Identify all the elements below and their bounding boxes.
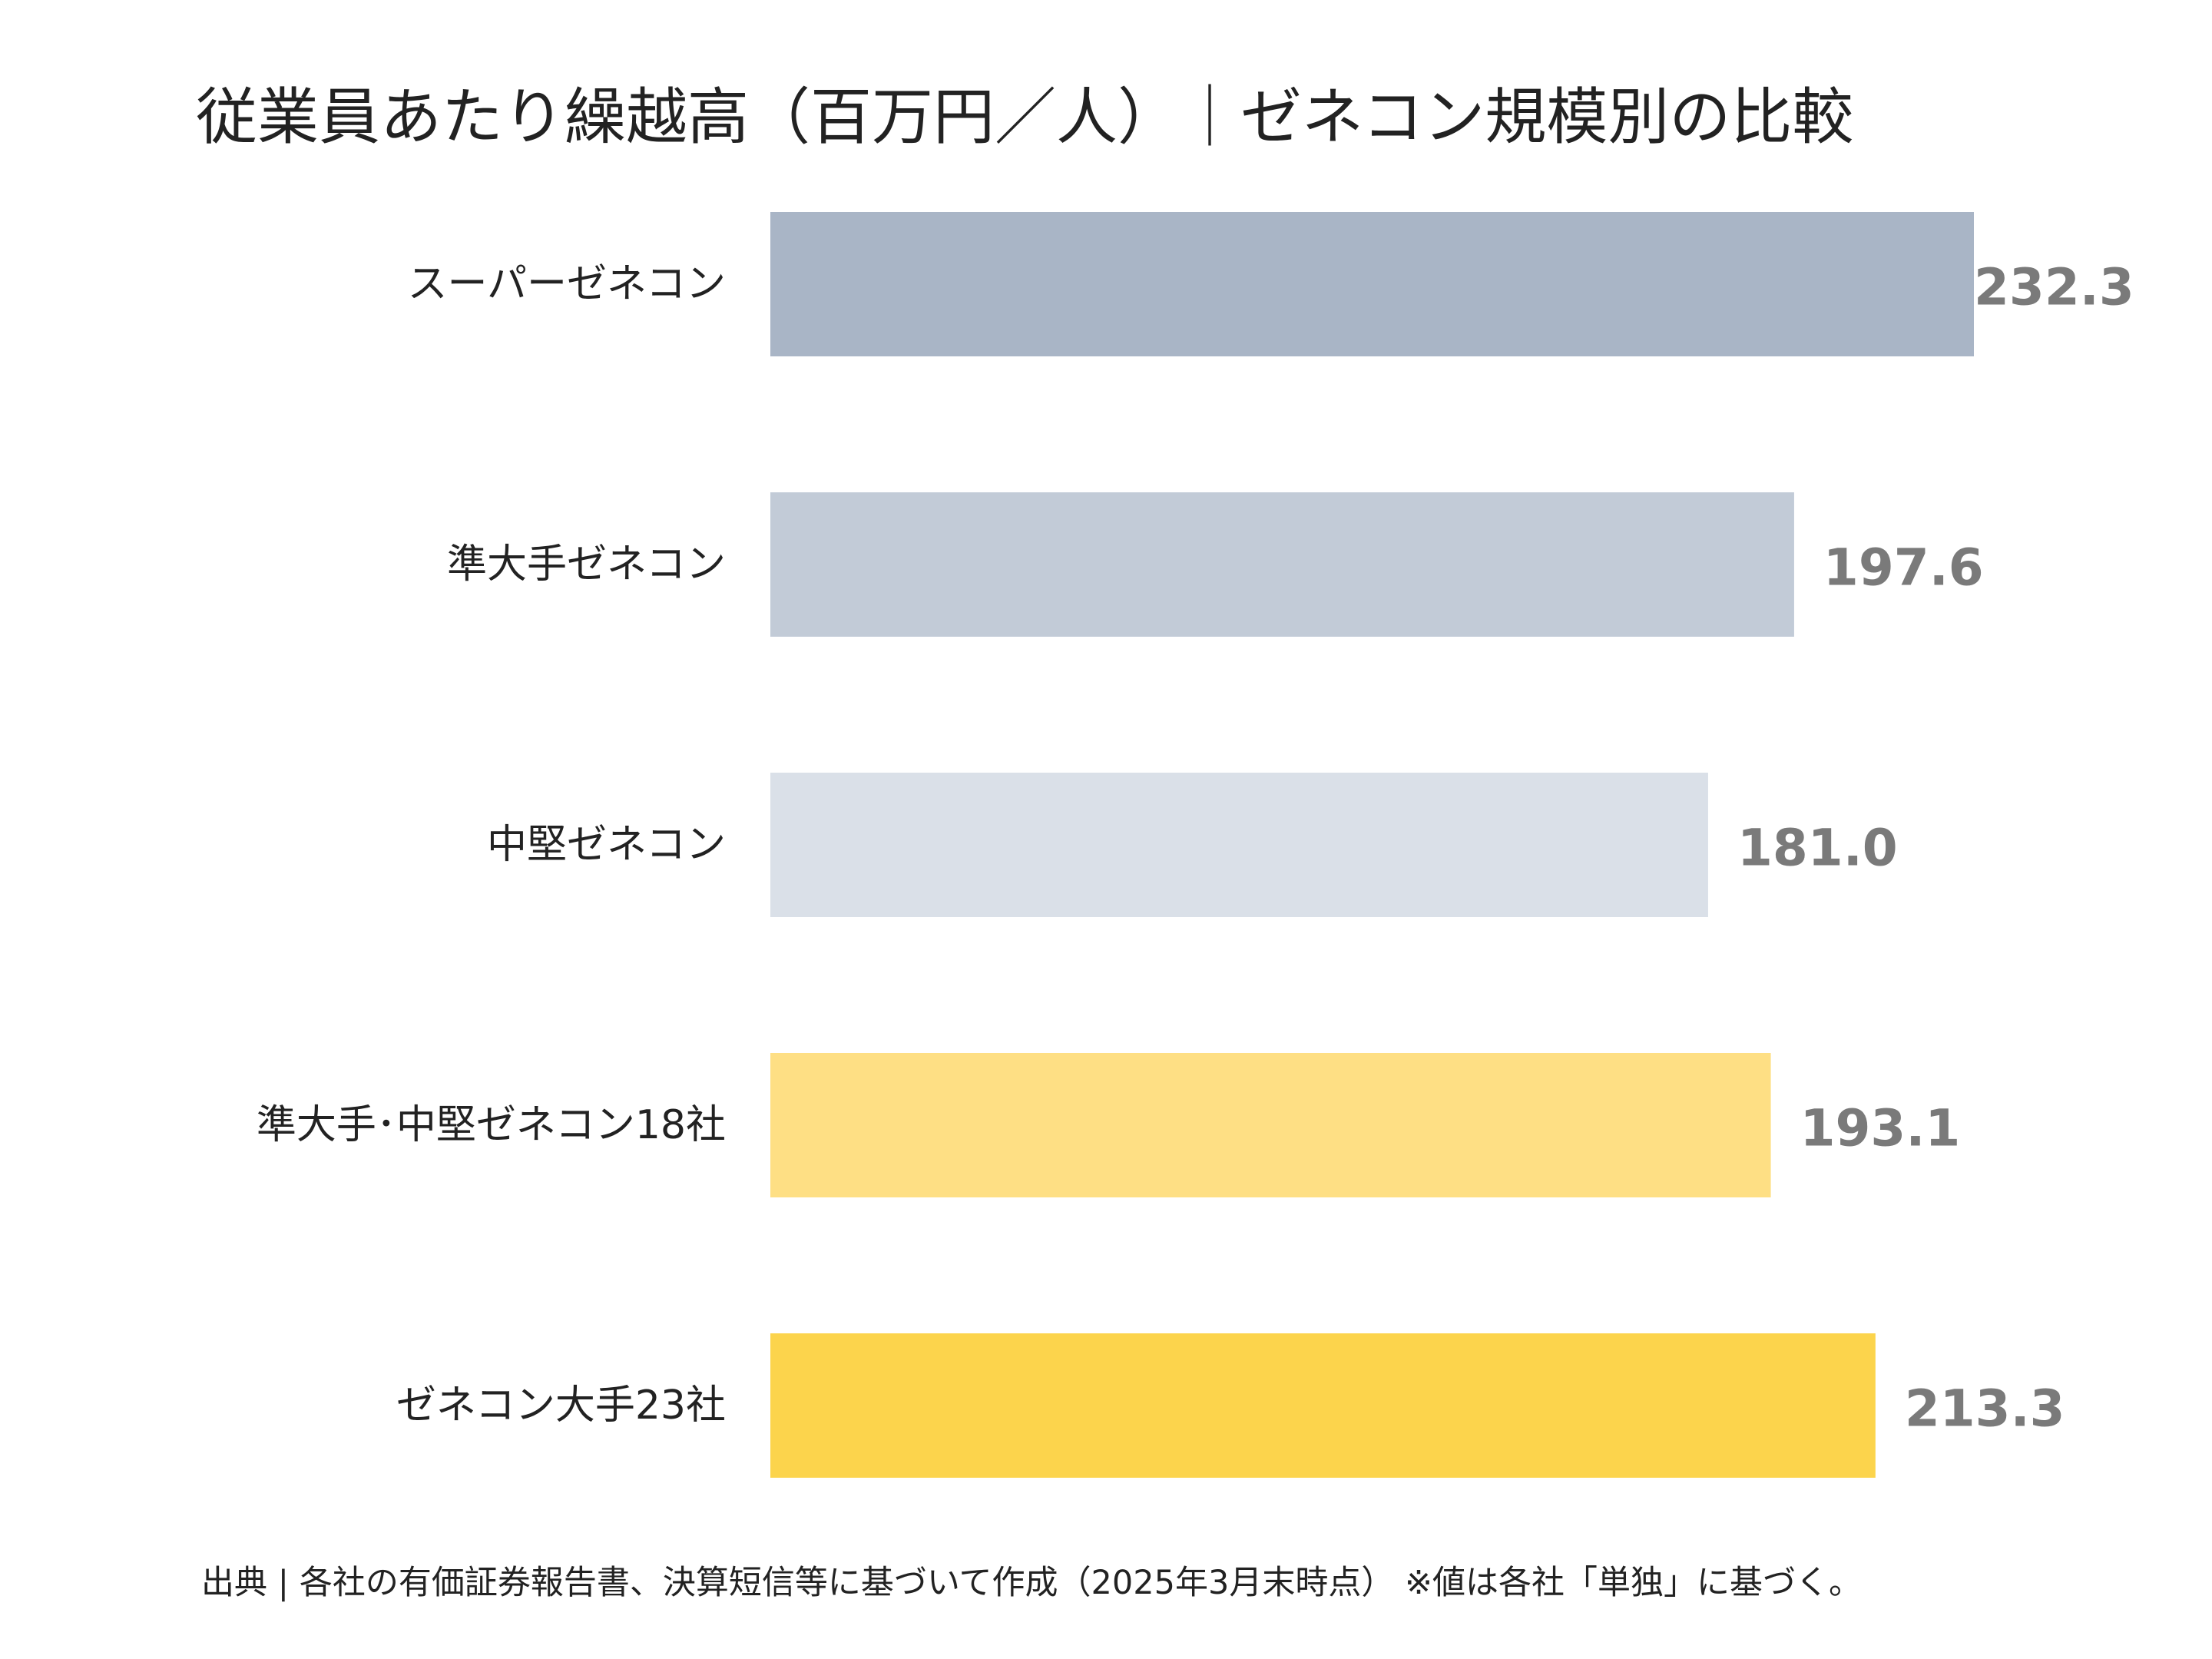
chart-title: 従業員あたり繰越高（百万円／人）｜ゼネコン規模別の比較 (196, 81, 1854, 153)
value-label-2: 197.6 (1823, 538, 1984, 598)
category-label-5: ゼネコン大手23社 (396, 1382, 726, 1429)
category-label-4: 準大手･中堅ゼネコン18社 (257, 1102, 726, 1148)
source-note: 出典 | 各社の有価証券報告書、決算短信等に基づいて作成（2025年3月末時点）… (201, 1564, 1863, 1602)
bar-1 (770, 212, 1974, 356)
bar-3 (770, 773, 1708, 917)
category-label-3: 中堅ゼネコン (487, 822, 726, 868)
value-label-3: 181.0 (1737, 819, 1898, 878)
category-label-2: 準大手ゼネコン (447, 541, 726, 588)
bar-4 (770, 1053, 1771, 1197)
value-label-5: 213.3 (1905, 1379, 2065, 1439)
category-label-1: スーパーゼネコン (408, 261, 726, 307)
bar-2 (770, 492, 1794, 637)
value-label-1: 232.3 (1974, 258, 2134, 317)
bar-5 (770, 1333, 1876, 1478)
value-label-4: 193.1 (1800, 1099, 1961, 1158)
